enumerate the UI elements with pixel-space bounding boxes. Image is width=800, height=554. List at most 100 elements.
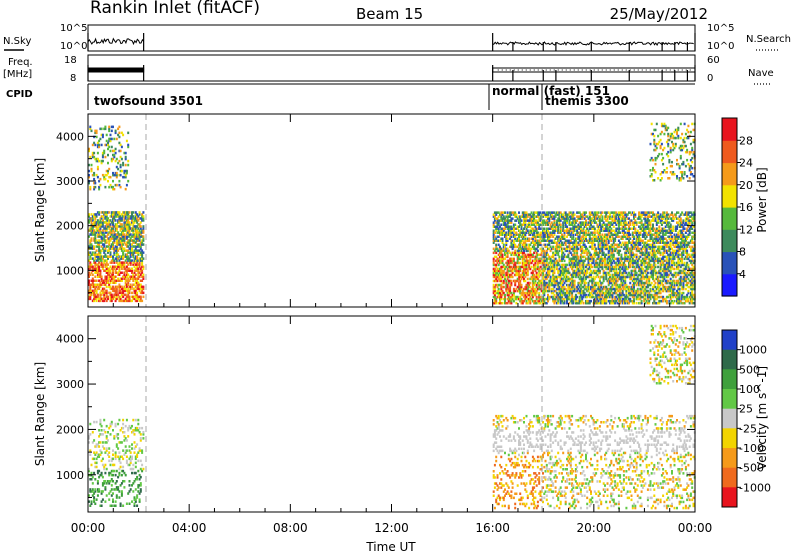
power-cell: [523, 265, 525, 269]
power-cell: [105, 227, 108, 230]
power-cell: [501, 229, 504, 232]
power-cell: [127, 297, 130, 301]
power-cell: [138, 283, 141, 286]
power-cell: [553, 293, 556, 297]
power-cell: [134, 229, 137, 232]
power-cell: [553, 289, 556, 293]
power-cell: [529, 215, 532, 218]
power-cell: [507, 225, 510, 228]
power-cell: [534, 247, 537, 251]
power-cell: [511, 295, 514, 299]
power-cell: [515, 297, 518, 301]
power-cell: [524, 291, 527, 295]
power-cell: [492, 233, 495, 236]
power-cell: [499, 293, 501, 297]
power-cell: [110, 145, 113, 149]
power-cell: [89, 289, 92, 293]
power-cell: [118, 247, 121, 250]
power-cell: [137, 277, 140, 280]
power-cell: [523, 217, 525, 220]
power-cell: [90, 293, 93, 297]
power-cell: [539, 235, 542, 238]
power-cell: [501, 217, 504, 220]
power-cell: [531, 271, 534, 275]
power-cell: [112, 245, 114, 248]
power-cell: [120, 255, 123, 258]
power-cell: [514, 265, 517, 269]
power-cell: [553, 279, 556, 283]
power-cell: [120, 277, 123, 280]
power-cell: [113, 215, 116, 218]
power-cell: [95, 283, 98, 286]
power-cell: [509, 267, 512, 271]
power-cell: [543, 291, 546, 295]
power-cell: [132, 223, 135, 226]
power-cell: [141, 215, 144, 218]
power-cell: [497, 215, 500, 218]
power-cell: [519, 269, 522, 273]
power-cell: [525, 255, 528, 259]
power-cell: [136, 217, 139, 220]
power-cell: [103, 259, 106, 262]
power-cell: [93, 239, 96, 242]
power-cell: [113, 137, 116, 141]
power-cell: [505, 219, 508, 222]
power-cell: [530, 237, 533, 240]
power-cell: [108, 271, 111, 274]
power-cell: [504, 267, 506, 271]
power-cell: [515, 295, 518, 299]
power-cell: [93, 247, 96, 250]
power-cell: [134, 257, 137, 260]
power-cell: [138, 289, 141, 293]
power-cell: [545, 223, 548, 226]
power-cell: [514, 281, 517, 285]
power-cell: [88, 275, 90, 278]
power-cell: [127, 245, 130, 248]
power-cell: [492, 271, 495, 275]
power-cell: [553, 281, 556, 285]
power-cell: [531, 223, 534, 226]
power-cell: [501, 253, 504, 257]
power-cell: [109, 285, 112, 289]
power-cell: [535, 271, 538, 275]
power-cell: [119, 299, 122, 303]
cpid-program-0: twofsound 3501: [94, 94, 203, 108]
power-cell: [543, 293, 546, 297]
power-cell: [142, 215, 145, 218]
power-cell: [112, 171, 114, 175]
power-cell: [114, 271, 117, 274]
power-cell: [127, 293, 130, 297]
power-cell: [134, 259, 137, 262]
power-cell: [117, 249, 120, 252]
power-cell: [543, 233, 546, 236]
power-cell: [499, 297, 501, 301]
power-cell: [94, 225, 97, 228]
power-cell: [127, 215, 130, 218]
power-cell: [125, 169, 128, 173]
power-cell: [103, 261, 106, 264]
power-cell: [510, 227, 513, 230]
power-cell: [531, 221, 534, 224]
power-cell: [519, 217, 522, 220]
power-cell: [533, 229, 536, 232]
power-cell: [521, 275, 524, 279]
power-cell: [501, 301, 504, 305]
power-cell: [124, 211, 127, 214]
power-cell: [535, 253, 538, 257]
power-cell: [131, 239, 133, 242]
power-cell: [542, 273, 544, 277]
power-cell: [573, 279, 576, 283]
power-cell: [493, 217, 496, 220]
freq-right-tick-bottom: 0: [707, 73, 713, 84]
power-cell: [549, 233, 552, 236]
power-cell: [495, 269, 498, 273]
power-cell: [114, 227, 117, 230]
power-cell: [528, 285, 531, 289]
power-cell: [107, 179, 109, 183]
power-cell: [93, 261, 96, 264]
power-cell: [545, 215, 548, 218]
power-cell: [545, 211, 548, 214]
power-cell: [108, 127, 111, 131]
power-cell: [501, 231, 504, 234]
power-cell: [100, 261, 103, 264]
